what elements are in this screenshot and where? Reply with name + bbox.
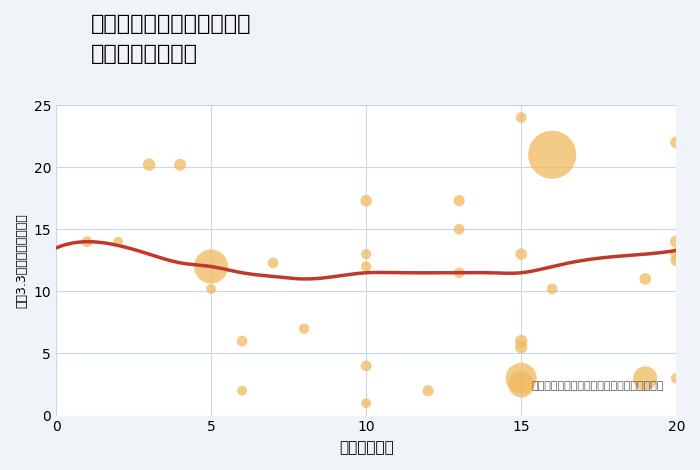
Point — [671, 375, 682, 382]
Point — [298, 325, 309, 332]
Point — [516, 114, 527, 121]
Point — [454, 197, 465, 204]
Point — [360, 197, 372, 204]
Point — [267, 259, 279, 266]
Point — [671, 238, 682, 245]
Point — [516, 337, 527, 345]
Text: 三重県鈴鹿市采女が丘町の
駅距離別土地価格: 三重県鈴鹿市采女が丘町の 駅距離別土地価格 — [91, 14, 251, 64]
Point — [671, 257, 682, 264]
Point — [516, 344, 527, 351]
Point — [360, 362, 372, 370]
Point — [640, 275, 651, 283]
Point — [206, 263, 217, 270]
Point — [671, 139, 682, 146]
Point — [516, 375, 527, 382]
Point — [174, 161, 186, 168]
Point — [516, 381, 527, 388]
X-axis label: 駅距離（分）: 駅距離（分） — [339, 440, 393, 455]
Point — [237, 387, 248, 394]
Text: 円の大きさは、取引のあった物件面積を示す: 円の大きさは、取引のあった物件面積を示す — [531, 381, 664, 391]
Point — [516, 251, 527, 258]
Point — [206, 285, 217, 293]
Point — [144, 161, 155, 168]
Point — [360, 263, 372, 270]
Point — [547, 285, 558, 293]
Point — [640, 375, 651, 382]
Point — [113, 238, 124, 245]
Point — [547, 151, 558, 158]
Point — [454, 226, 465, 233]
Point — [454, 269, 465, 276]
Y-axis label: 坪（3.3㎡）単価（万円）: 坪（3.3㎡）単価（万円） — [15, 213, 28, 308]
Point — [671, 251, 682, 258]
Point — [237, 337, 248, 345]
Point — [360, 251, 372, 258]
Point — [360, 400, 372, 407]
Point — [423, 387, 434, 394]
Point — [81, 238, 92, 245]
